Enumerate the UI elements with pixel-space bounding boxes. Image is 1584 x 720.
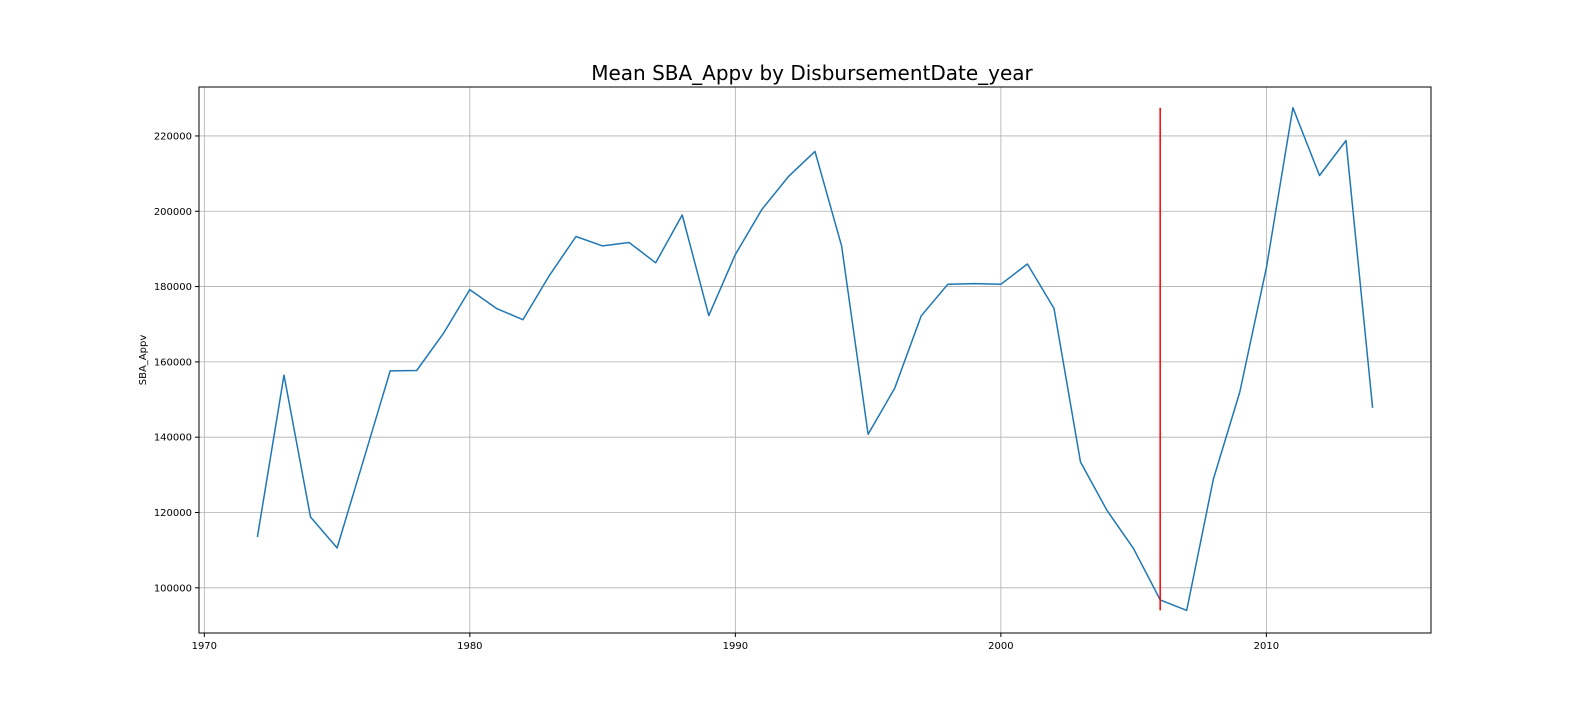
- y-tick-label: 200000: [154, 207, 192, 218]
- y-tick-label: 220000: [154, 131, 192, 142]
- y-tick-label: 140000: [154, 433, 192, 444]
- y-tick-label: 120000: [154, 508, 192, 519]
- x-axis: 1970 1980 1990 2000 2010: [192, 633, 1279, 652]
- grid: [199, 87, 1431, 633]
- series-line: [256, 106, 1374, 612]
- y-axis-label: SBA_Appv: [138, 335, 149, 386]
- y-tick-label: 160000: [154, 357, 192, 368]
- y-tick-label: 100000: [154, 583, 192, 594]
- x-tick-label: 1970: [192, 641, 217, 652]
- series-layer: [256, 106, 1374, 612]
- y-axis: 100000 120000 140000 160000 180000 200000 2200…: [154, 131, 199, 594]
- x-tick-label: 1990: [723, 641, 748, 652]
- chart-title: Mean SBA_Appv by DisbursementDate_year: [591, 61, 1033, 85]
- x-tick-label: 2000: [988, 641, 1013, 652]
- x-tick-label: 1980: [457, 641, 482, 652]
- plot-frame: [198, 86, 1432, 634]
- x-tick-label: 2010: [1254, 641, 1279, 652]
- y-tick-label: 180000: [154, 282, 192, 293]
